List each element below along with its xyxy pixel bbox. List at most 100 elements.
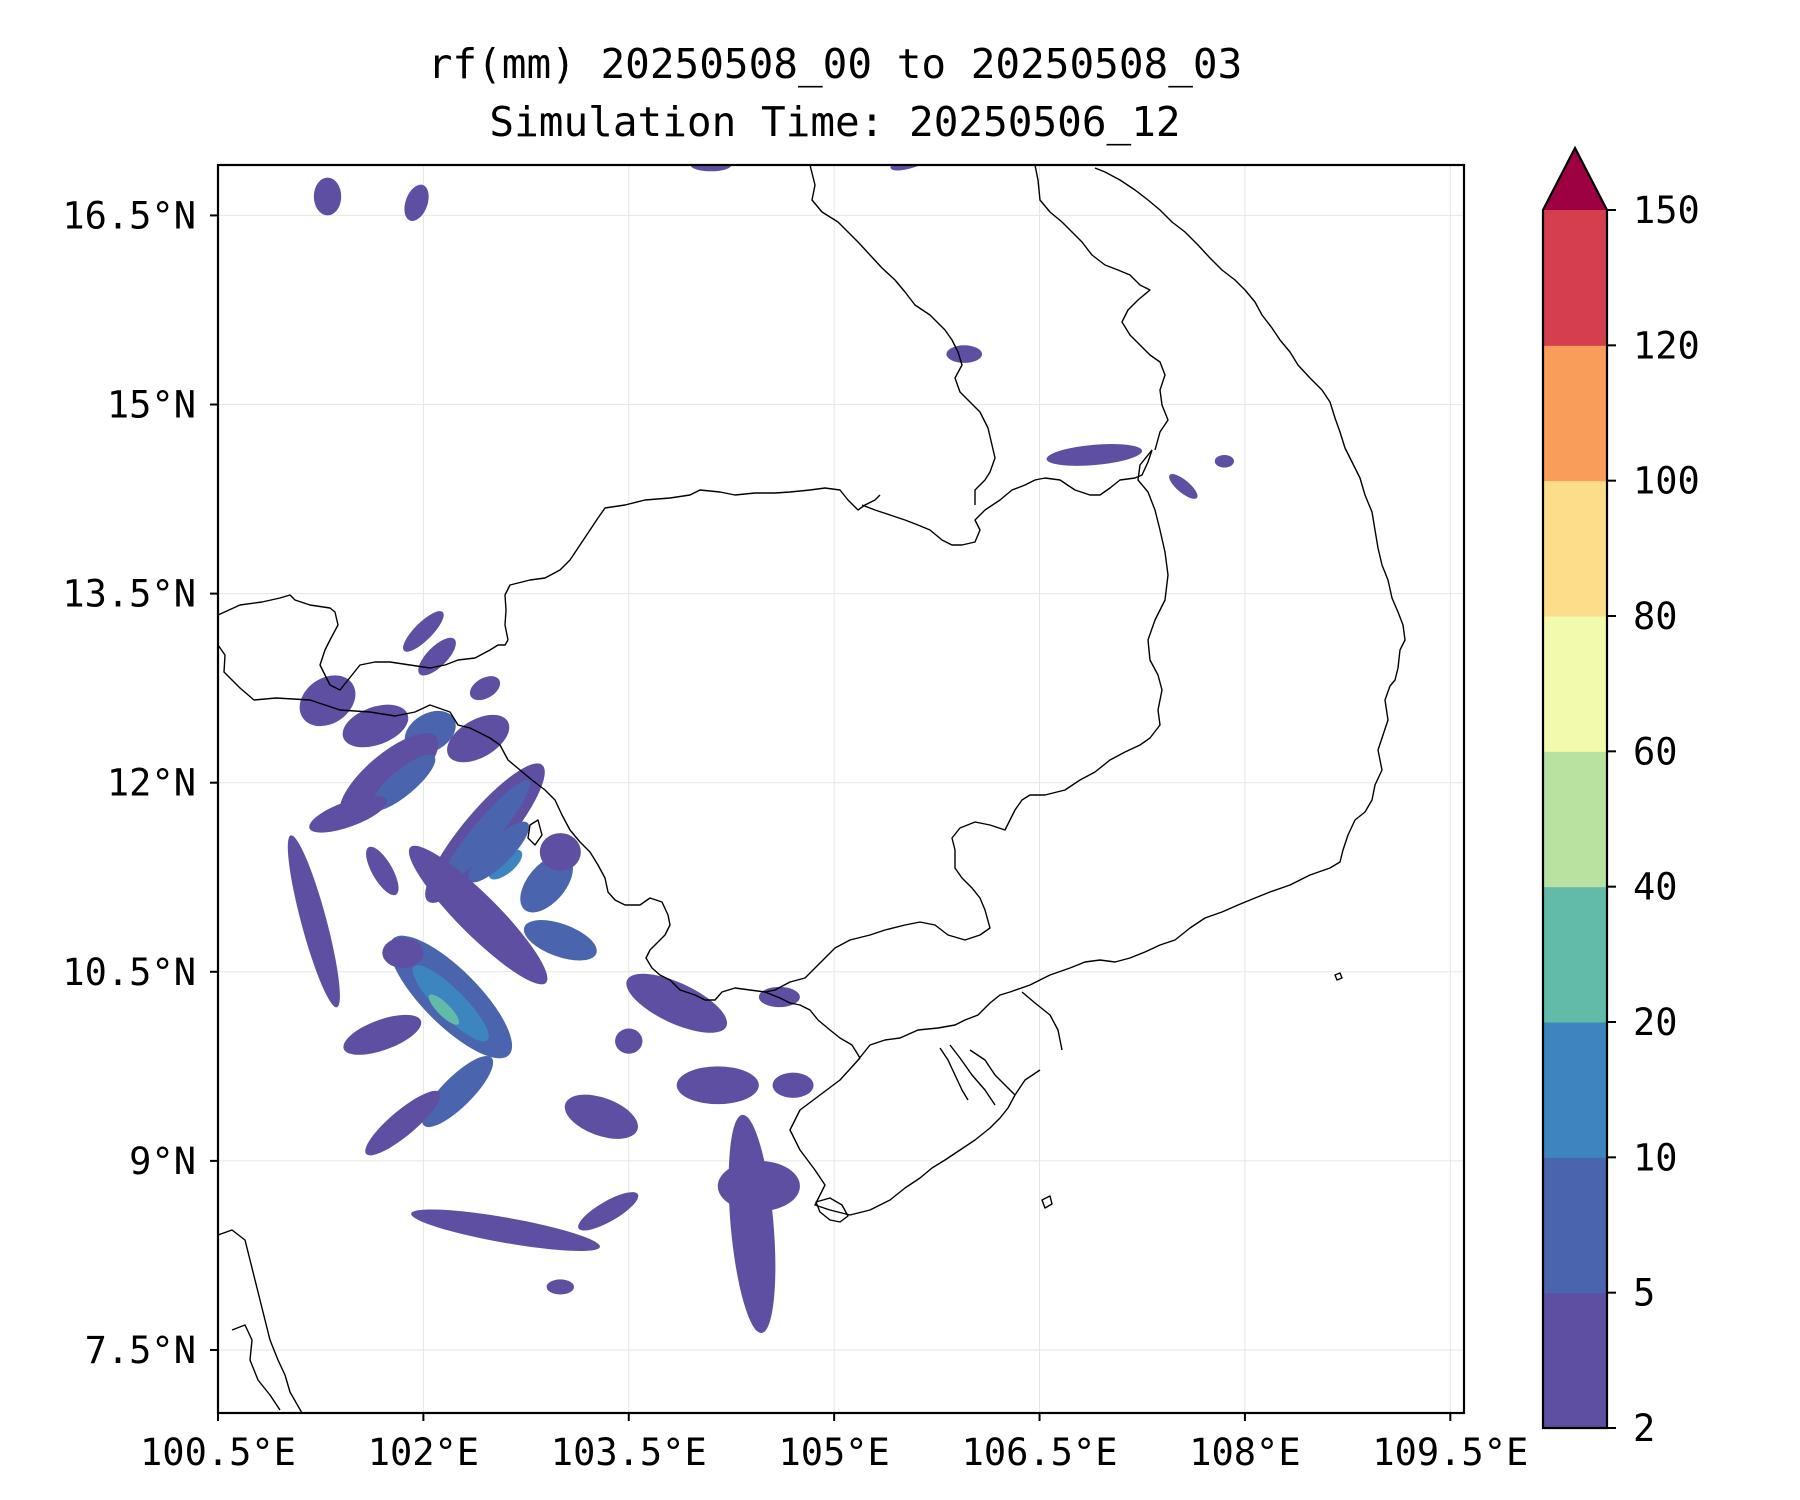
border-laos-thailand [809, 165, 996, 505]
colorbar-segment [1543, 751, 1607, 888]
rain-cell [408, 845, 548, 985]
colorbar-extend-arrow [1543, 148, 1607, 210]
lon-tick-label: 106.5°E [962, 1431, 1118, 1474]
colorbar-tick-label: 100 [1633, 460, 1700, 503]
rain-cell [287, 835, 340, 1008]
colorbar: 2 5 10 20 40 60 80 100 120 150 [1541, 145, 1700, 1450]
rain-cell [539, 833, 581, 871]
coastline-cambodia-south [645, 941, 861, 1059]
rain-cell [1169, 474, 1198, 499]
border-thailand-cambodia-1 [329, 639, 509, 691]
rain-cell [403, 611, 444, 652]
colorbar-segment [1543, 1022, 1607, 1158]
rain-cell [946, 345, 983, 363]
rain-cell [382, 937, 424, 969]
border-laos-cambodia [861, 449, 1153, 546]
map-frame [216, 163, 1466, 1415]
rain-cell [523, 920, 597, 961]
colorbar-tick-label: 5 [1633, 1272, 1655, 1315]
rain-cell [717, 1160, 800, 1212]
rain-cell [546, 1279, 574, 1295]
rain-cell [772, 1072, 814, 1098]
coastline-vietnam-south [857, 167, 1406, 1061]
colorbar-tick-label: 10 [1633, 1136, 1678, 1179]
colorbar-segment [1543, 1157, 1607, 1294]
latitude-ticks: 16.5°N 15°N 13.5°N 12°N 10.5°N 9°N 7.5°N [62, 194, 218, 1372]
coastline-malaysia [218, 1229, 303, 1413]
coastline-mekong-delta-3 [939, 1047, 969, 1101]
colorbar-tick-label: 20 [1633, 1001, 1678, 1044]
rain-cell [488, 849, 523, 880]
rain-cell [1214, 454, 1234, 468]
map-gridlines [218, 165, 1464, 1413]
lon-tick-label: 103.5°E [551, 1431, 707, 1474]
colorbar-tick-label: 60 [1633, 730, 1678, 773]
lon-tick-label: 105°E [778, 1431, 889, 1474]
colorbar-segment [1543, 1292, 1607, 1429]
lat-tick-label: 7.5°N [85, 1329, 196, 1372]
colorbar-tick-label: 150 [1633, 189, 1700, 232]
coastline-thailand-east-1 [218, 594, 339, 686]
rain-cell [365, 1090, 441, 1156]
lon-tick-label: 108°E [1189, 1431, 1300, 1474]
island-con-dao [1041, 1195, 1053, 1209]
coastline-mekong-delta-4 [1021, 991, 1063, 1051]
lon-tick-label: 109.5°E [1372, 1431, 1528, 1474]
map-title-line-2: Simulation Time: 20250506_12 [489, 98, 1181, 146]
colorbar-segment [1543, 616, 1607, 752]
island-koh-kong [527, 819, 543, 846]
coastlines-and-borders [218, 165, 1406, 1413]
rain-cell [428, 994, 460, 1025]
coastline-malaysia-inner [231, 1324, 281, 1411]
border-thailand-cambodia-2 [504, 487, 881, 641]
lat-tick-label: 9°N [129, 1140, 196, 1183]
colorbar-tick-label: 80 [1633, 595, 1678, 638]
lat-tick-label: 16.5°N [62, 194, 196, 237]
rain-cell [412, 965, 489, 1042]
colorbar-tick-label: 2 [1633, 1407, 1655, 1450]
rain-cell [309, 795, 387, 833]
map-title-line-1: rf(mm) 20250508_00 to 20250508_03 [427, 40, 1243, 88]
rain-cell [370, 754, 436, 811]
lat-tick-label: 15°N [107, 384, 196, 427]
rain-cell [615, 1028, 643, 1054]
lat-tick-label: 12°N [107, 762, 196, 805]
rain-cell [469, 676, 501, 701]
rain-cell [313, 177, 342, 216]
rain-cell [468, 821, 530, 883]
rain-cell [578, 1192, 639, 1231]
rain-cell [676, 1066, 759, 1105]
colorbar-segment [1543, 345, 1607, 482]
longitude-ticks: 100.5°E 102°E 103.5°E 105°E 106.5°E 108°E 109.… [140, 1413, 1528, 1474]
coastline-ca-mau [789, 1057, 1041, 1216]
rain-cell [404, 184, 429, 221]
colorbar-tick-label: 40 [1633, 866, 1678, 909]
coastline-mekong-delta-1 [969, 1049, 1016, 1096]
colorbar-tick-label: 120 [1633, 324, 1700, 367]
rain-cell [411, 1209, 600, 1251]
coastline-gulf-of-thailand [218, 644, 671, 943]
lon-tick-label: 102°E [368, 1431, 479, 1474]
rain-cell [422, 1056, 494, 1128]
rain-cell [439, 780, 531, 887]
colorbar-segment [1543, 480, 1607, 617]
border-vietnam-cambodia [764, 449, 1169, 993]
border-laos-vietnam [1034, 165, 1169, 451]
colorbar-segment [1543, 886, 1607, 1023]
rain-cell [564, 1094, 638, 1139]
rain-cell [366, 846, 399, 896]
rain-cell [690, 165, 732, 172]
rain-cell [626, 973, 728, 1033]
island-phu-quy [1334, 972, 1343, 981]
rain-cell [418, 637, 456, 676]
lat-tick-label: 10.5°N [62, 951, 196, 994]
colorbar-segment [1543, 210, 1607, 346]
coastline-mekong-delta-2 [949, 1044, 996, 1106]
rain-cell [1046, 444, 1143, 466]
colorbar-outline [1541, 145, 1609, 1430]
lat-tick-label: 13.5°N [62, 573, 196, 616]
rain-cell [343, 1014, 422, 1055]
lon-tick-label: 100.5°E [140, 1431, 296, 1474]
